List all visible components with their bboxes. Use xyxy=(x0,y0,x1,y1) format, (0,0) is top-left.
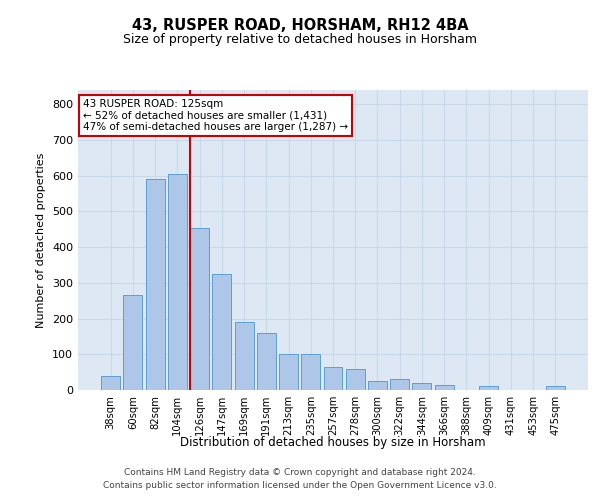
Bar xyxy=(257,333,276,390)
Text: 43, RUSPER ROAD, HORSHAM, RH12 4BA: 43, RUSPER ROAD, HORSHAM, RH12 4BA xyxy=(131,18,469,32)
Text: Contains public sector information licensed under the Open Government Licence v3: Contains public sector information licen… xyxy=(103,480,497,490)
Bar xyxy=(346,368,365,390)
Bar xyxy=(546,386,565,390)
Text: Size of property relative to detached houses in Horsham: Size of property relative to detached ho… xyxy=(123,32,477,46)
Text: Contains HM Land Registry data © Crown copyright and database right 2024.: Contains HM Land Registry data © Crown c… xyxy=(124,468,476,477)
Bar xyxy=(212,274,231,390)
Bar xyxy=(190,228,209,390)
Bar xyxy=(301,354,320,390)
Bar xyxy=(146,180,164,390)
Bar xyxy=(368,381,387,390)
Text: 43 RUSPER ROAD: 125sqm
← 52% of detached houses are smaller (1,431)
47% of semi-: 43 RUSPER ROAD: 125sqm ← 52% of detached… xyxy=(83,99,348,132)
Bar xyxy=(390,380,409,390)
Text: Distribution of detached houses by size in Horsham: Distribution of detached houses by size … xyxy=(180,436,486,449)
Bar xyxy=(479,386,498,390)
Bar xyxy=(323,367,343,390)
Y-axis label: Number of detached properties: Number of detached properties xyxy=(37,152,46,328)
Bar xyxy=(279,354,298,390)
Bar xyxy=(124,296,142,390)
Bar xyxy=(101,376,120,390)
Bar xyxy=(168,174,187,390)
Bar xyxy=(235,322,254,390)
Bar xyxy=(412,383,431,390)
Bar xyxy=(435,384,454,390)
